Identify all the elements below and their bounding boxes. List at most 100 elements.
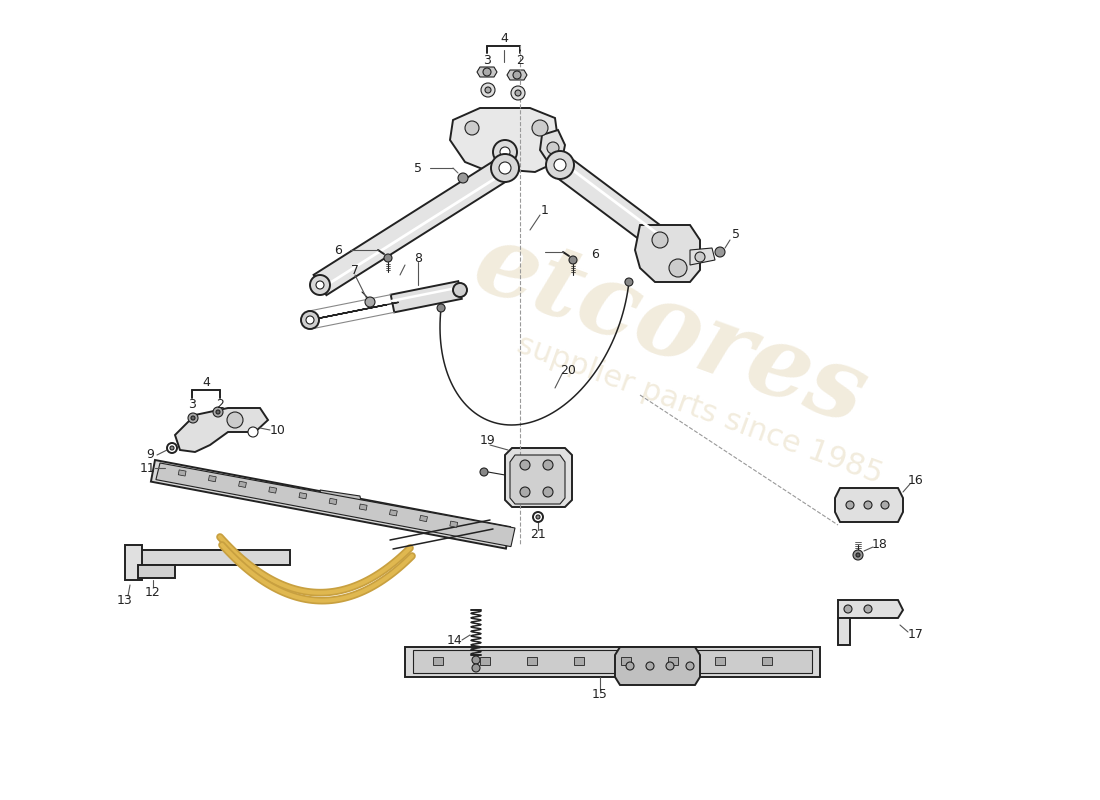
Bar <box>480 657 490 665</box>
Text: 11: 11 <box>140 462 156 474</box>
Text: 16: 16 <box>909 474 924 486</box>
Polygon shape <box>635 225 700 282</box>
Text: 4: 4 <box>202 375 210 389</box>
Polygon shape <box>175 408 268 452</box>
Circle shape <box>480 468 488 476</box>
Bar <box>419 515 428 522</box>
Bar <box>621 657 631 665</box>
Text: 2: 2 <box>216 398 224 411</box>
Circle shape <box>646 662 654 670</box>
Circle shape <box>472 664 480 672</box>
Circle shape <box>852 550 864 560</box>
Text: etcores: etcores <box>461 214 879 446</box>
Polygon shape <box>320 490 363 514</box>
Text: 21: 21 <box>530 529 546 542</box>
Bar <box>389 510 397 516</box>
Circle shape <box>191 416 195 420</box>
Polygon shape <box>690 248 715 265</box>
Circle shape <box>547 142 559 154</box>
Polygon shape <box>262 482 305 506</box>
Text: 15: 15 <box>592 689 608 702</box>
Polygon shape <box>510 455 565 504</box>
Circle shape <box>669 259 688 277</box>
Circle shape <box>554 159 566 171</box>
Circle shape <box>485 87 491 93</box>
Bar <box>360 504 367 510</box>
Circle shape <box>652 232 668 248</box>
Circle shape <box>534 512 543 522</box>
Circle shape <box>301 311 319 329</box>
Text: 4: 4 <box>500 31 508 45</box>
Text: 3: 3 <box>483 54 491 66</box>
Bar <box>762 657 772 665</box>
Circle shape <box>543 487 553 497</box>
Circle shape <box>543 460 553 470</box>
Polygon shape <box>540 130 565 162</box>
Circle shape <box>500 147 510 157</box>
Circle shape <box>465 121 478 135</box>
Polygon shape <box>838 600 903 618</box>
Polygon shape <box>553 155 668 250</box>
Bar <box>299 493 307 499</box>
Circle shape <box>546 151 574 179</box>
Text: 8: 8 <box>414 251 422 265</box>
Circle shape <box>216 410 220 414</box>
Text: 13: 13 <box>117 594 133 606</box>
Circle shape <box>881 501 889 509</box>
Bar <box>433 657 443 665</box>
Circle shape <box>532 120 548 136</box>
Circle shape <box>384 254 392 262</box>
Polygon shape <box>138 550 290 565</box>
Circle shape <box>310 275 330 295</box>
Bar <box>527 657 537 665</box>
Circle shape <box>437 304 446 312</box>
Circle shape <box>227 412 243 428</box>
Polygon shape <box>125 545 142 580</box>
Text: 12: 12 <box>145 586 161 599</box>
Circle shape <box>625 278 632 286</box>
Bar <box>239 482 246 487</box>
Circle shape <box>453 283 468 297</box>
Polygon shape <box>138 565 175 578</box>
Text: supplier parts since 1985: supplier parts since 1985 <box>514 330 887 490</box>
Circle shape <box>248 427 258 437</box>
Circle shape <box>472 656 480 664</box>
Circle shape <box>365 297 375 307</box>
Polygon shape <box>405 647 820 677</box>
Circle shape <box>844 605 852 613</box>
Text: 6: 6 <box>334 243 342 257</box>
Circle shape <box>520 487 530 497</box>
Circle shape <box>864 501 872 509</box>
Text: 19: 19 <box>480 434 496 446</box>
Circle shape <box>715 247 725 257</box>
Bar <box>574 657 584 665</box>
Circle shape <box>306 316 313 324</box>
Polygon shape <box>390 281 462 312</box>
Polygon shape <box>835 488 903 522</box>
Circle shape <box>864 605 872 613</box>
Circle shape <box>316 281 324 289</box>
Circle shape <box>856 553 860 557</box>
Circle shape <box>686 662 694 670</box>
Circle shape <box>483 68 491 76</box>
Circle shape <box>666 662 674 670</box>
Polygon shape <box>412 650 812 673</box>
Text: 7: 7 <box>351 263 359 277</box>
Bar <box>715 657 725 665</box>
Circle shape <box>499 162 512 174</box>
Text: 1: 1 <box>541 203 549 217</box>
Bar <box>208 475 217 482</box>
Circle shape <box>520 460 530 470</box>
Bar <box>329 498 337 505</box>
Polygon shape <box>156 463 515 546</box>
Circle shape <box>515 90 521 96</box>
Circle shape <box>513 71 521 79</box>
Circle shape <box>512 86 525 100</box>
Text: 20: 20 <box>560 363 576 377</box>
Polygon shape <box>450 108 558 172</box>
Bar <box>178 470 186 476</box>
Circle shape <box>536 515 540 519</box>
Text: 18: 18 <box>872 538 888 551</box>
Text: 9: 9 <box>146 449 154 462</box>
Polygon shape <box>151 460 510 549</box>
